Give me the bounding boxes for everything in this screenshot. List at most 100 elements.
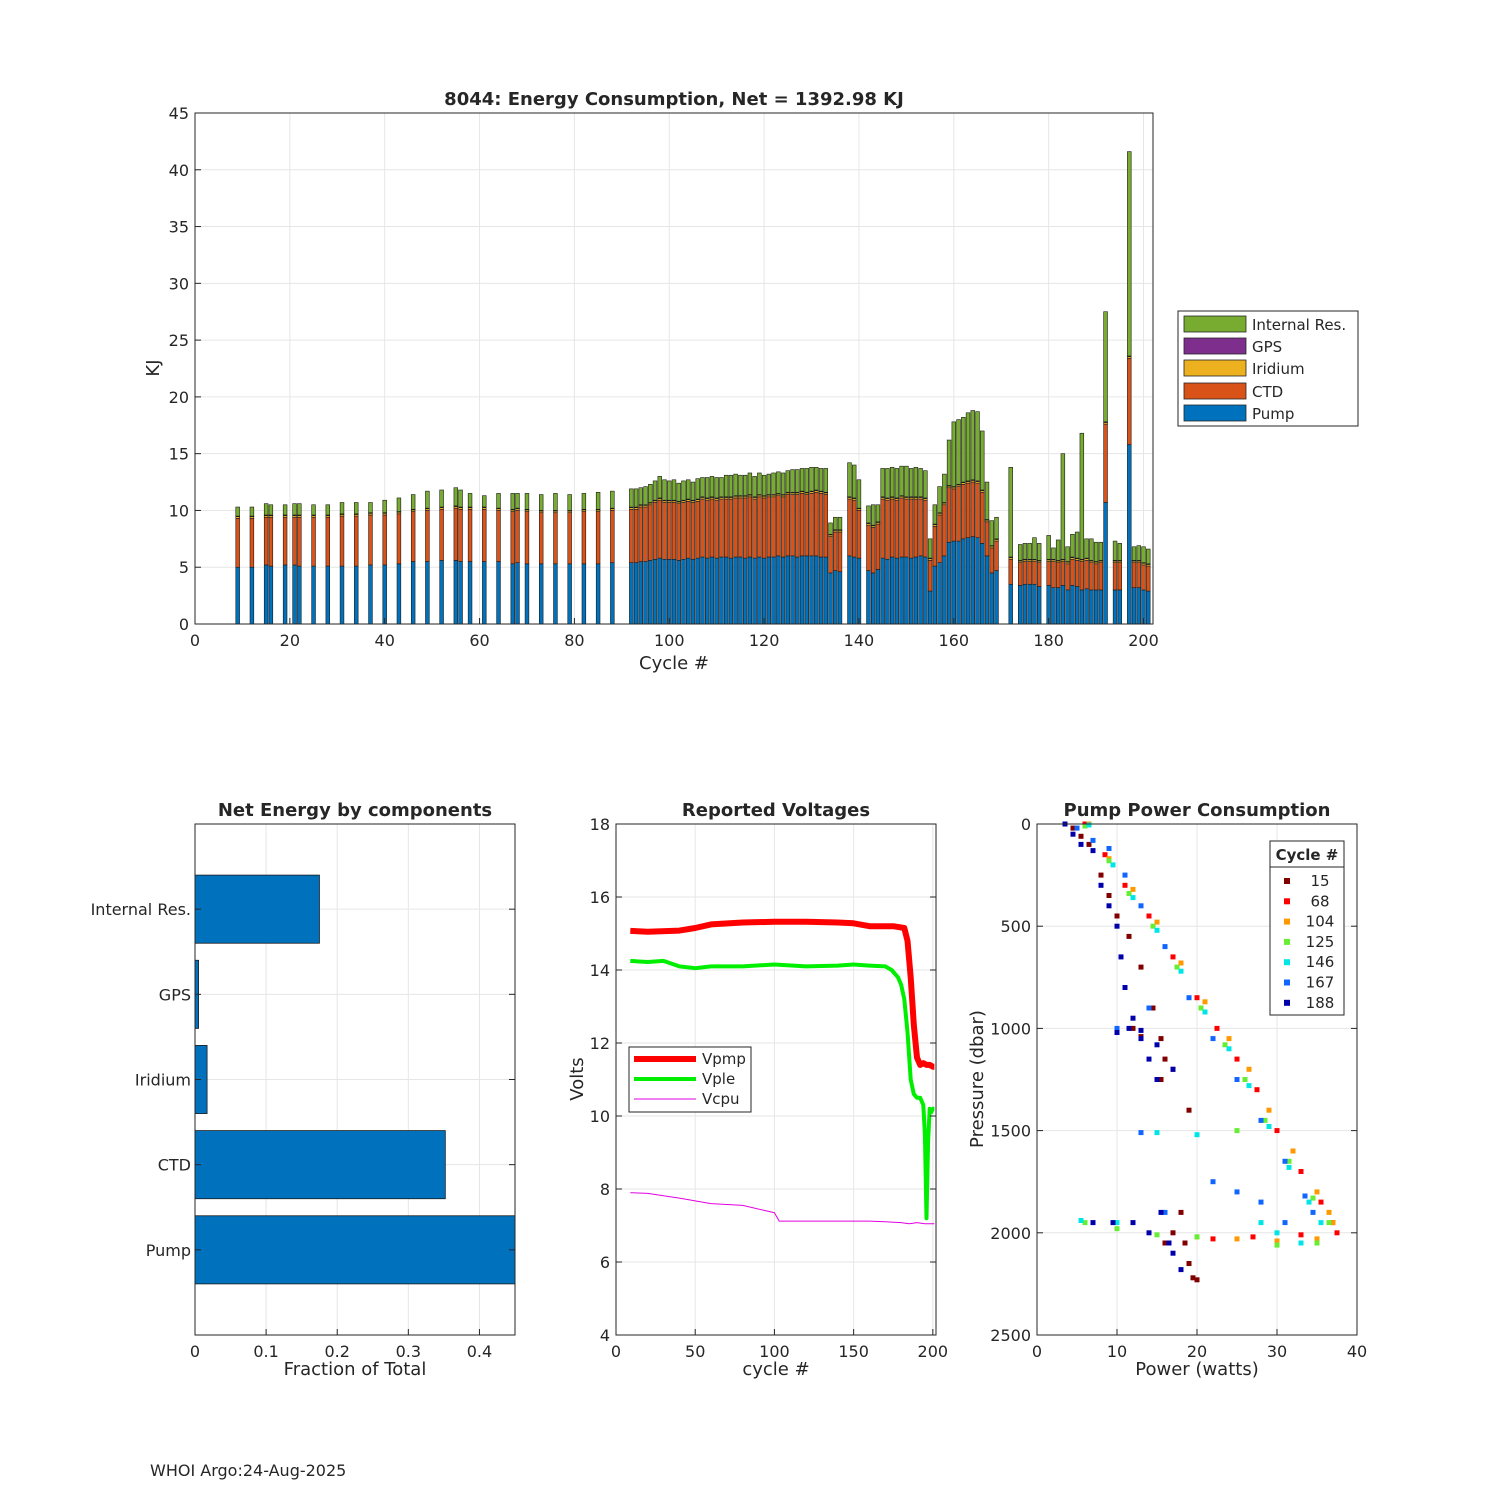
pump-power-point-125 [1082, 823, 1088, 829]
pump-power-point-15 [1114, 913, 1120, 919]
energy-bar-ctd [937, 514, 942, 563]
energy-bar-internal [633, 488, 639, 508]
energy-bar-pump [671, 558, 677, 625]
energy-bar-pump [847, 555, 852, 625]
pump-power-point-167 [1258, 1117, 1264, 1123]
energy-bar-internal [515, 493, 520, 509]
energy-bar-pump [828, 572, 833, 625]
pump-power-point-104 [1202, 999, 1208, 1005]
energy-bar-pump [382, 564, 387, 625]
energy-bar-pump [714, 557, 719, 625]
components-ticks: 0 0.1 0.2 0.3 0.4 Pump CTD Iridium GPS Internal R… [91, 900, 515, 1361]
voltages-x-tick-label: 100 [759, 1342, 790, 1361]
pump-power-point-125 [1150, 923, 1156, 929]
energy-x-tick-label: 80 [564, 631, 584, 650]
energy-bar-pump [339, 565, 345, 625]
pump-power-point-167 [1282, 1220, 1288, 1226]
pump-power-y-tick-label: 0 [1021, 815, 1031, 834]
energy-bar-ctd [904, 498, 909, 558]
energy-bar-pump [961, 538, 966, 625]
energy-bar-pump [249, 566, 255, 625]
energy-bar-internal [714, 477, 719, 499]
energy-bar-ctd [923, 499, 928, 558]
energy-bar-pump [268, 565, 274, 625]
energy-bar-pump [263, 564, 269, 625]
energy-bar-pump [728, 557, 734, 625]
pump-power-point-188 [1178, 1267, 1184, 1273]
energy-bar-ctd [1127, 357, 1132, 445]
energy-bar-internal [354, 502, 359, 515]
energy-bar-ctd [823, 494, 828, 558]
energy-bar-pump [1098, 589, 1104, 625]
legend-label-vpmp: Vpmp [702, 1050, 746, 1068]
pump-power-point-188 [1078, 841, 1084, 847]
energy-bar-ctd [1027, 561, 1032, 585]
pump-power-legend-label-68: 68 [1310, 892, 1329, 910]
energy-bar-internal [1008, 466, 1013, 558]
energy-bar-ctd [738, 497, 743, 558]
pump-power-point-146 [1178, 968, 1184, 974]
energy-bar-pump [885, 558, 890, 625]
energy-bar-ctd [989, 547, 994, 574]
energy-bar-ctd [662, 502, 667, 560]
energy-bar-pump [667, 558, 672, 625]
energy-bar-pump [292, 564, 297, 625]
energy-bar-internal [1093, 541, 1099, 562]
energy-bar-internal [961, 417, 966, 483]
pump-power-legend: Cycle # 15 68 104 125 146 167 188 [1269, 840, 1345, 1016]
energy-title: 8044: Energy Consumption, Net = 1392.98 … [444, 89, 904, 110]
pump-power-point-146 [1226, 1046, 1232, 1052]
energy-bar-ctd [852, 499, 857, 558]
voltages-ticks: 0 50 100 150 200 4 6 8 10 12 14 16 18 [590, 815, 948, 1361]
energy-bar-internal [1018, 544, 1023, 561]
energy-bar-internal [704, 477, 710, 499]
energy-bar-internal [496, 493, 501, 509]
pump-power-point-125 [1274, 1242, 1280, 1248]
energy-bar-pump [980, 543, 985, 625]
energy-bar-pump [752, 557, 757, 625]
energy-bar-pump [965, 537, 971, 625]
energy-bar-ctd [1018, 562, 1023, 586]
energy-bar-pump [510, 563, 515, 625]
pump-power-point-104 [1154, 919, 1160, 925]
energy-bar-internal [946, 439, 952, 486]
pump-power-point-68 [1234, 1056, 1240, 1062]
energy-bar-internal [913, 466, 919, 498]
energy-bar-pump [482, 561, 487, 625]
energy-bar-pump [1131, 587, 1137, 625]
pump-power-point-146 [1258, 1220, 1264, 1226]
energy-x-tick-label: 160 [939, 631, 970, 650]
energy-bar-ctd [1084, 560, 1089, 590]
voltages-y-tick-label: 8 [600, 1180, 610, 1199]
energy-bar-internal [410, 494, 416, 510]
energy-bar-ctd [633, 509, 639, 563]
pump-power-point-167 [1234, 1077, 1240, 1082]
pump-power-point-146 [1078, 1218, 1084, 1223]
energy-bar-pump [719, 556, 724, 625]
pump-power-point-188 [1154, 1077, 1160, 1082]
energy-bar-ctd [638, 506, 643, 562]
energy-bar-pump [814, 555, 819, 625]
energy-bar-internal [804, 468, 809, 493]
pump-power-point-104 [1274, 1238, 1280, 1244]
energy-bar-pump [946, 541, 952, 625]
energy-bar-internal [937, 486, 942, 514]
pump-power-y-tick-label: 2000 [990, 1224, 1031, 1243]
energy-y-tick-label: 35 [169, 218, 189, 237]
pump-power-point-167 [1146, 1005, 1152, 1011]
legend-swatch-internal [1183, 315, 1247, 333]
pump-power-point-68 [1102, 852, 1108, 858]
energy-bar-pump [761, 557, 767, 625]
pump-power-point-188 [1166, 1240, 1172, 1246]
energy-bar-internal [690, 481, 696, 501]
pump-power-point-68 [1334, 1230, 1340, 1236]
energy-bar-internal [458, 489, 463, 508]
energy-bar-pump [695, 557, 700, 625]
energy-bar-ctd [809, 493, 814, 557]
energy-bar-internal [1032, 537, 1037, 560]
energy-bar-ctd [889, 498, 895, 558]
energy-bar-pump [942, 555, 947, 625]
energy-bar-internal [453, 487, 459, 507]
energy-bar-internal [723, 474, 729, 498]
energy-bar-ctd [984, 521, 990, 557]
